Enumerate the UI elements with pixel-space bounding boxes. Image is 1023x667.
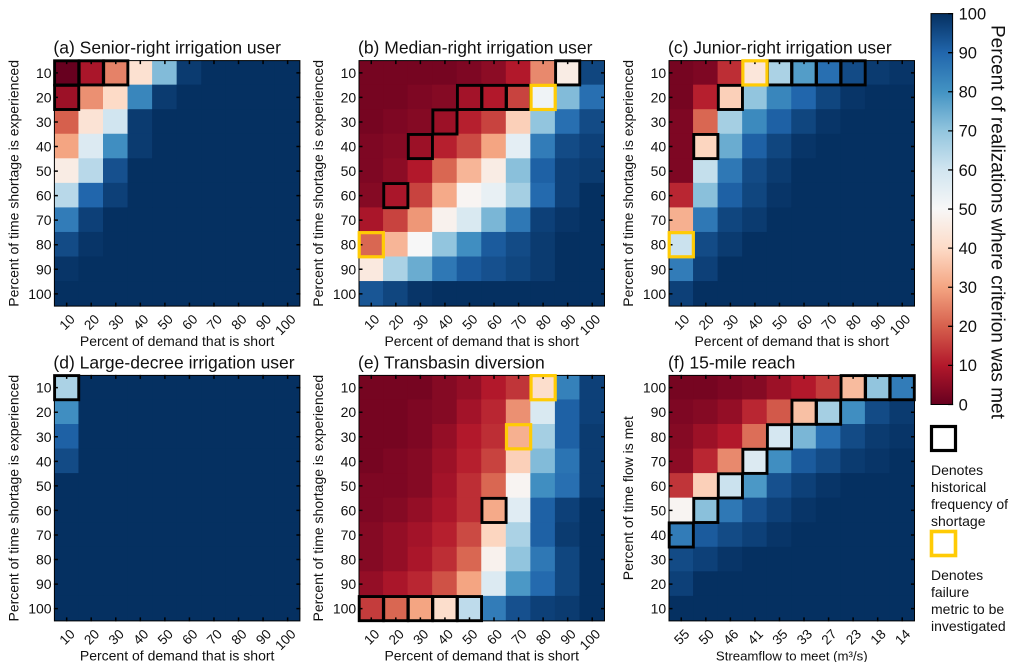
svg-text:Percent of time shortage is ex: Percent of time shortage is experienced <box>5 60 21 307</box>
svg-text:30: 30 <box>651 114 667 130</box>
svg-text:20: 20 <box>341 404 357 420</box>
svg-text:70: 70 <box>651 453 667 469</box>
svg-text:70: 70 <box>959 123 977 141</box>
svg-text:(b) Median-right irrigation us: (b) Median-right irrigation user <box>358 38 593 58</box>
svg-text:80: 80 <box>341 237 357 253</box>
svg-text:40: 40 <box>36 453 52 469</box>
svg-text:Percent of demand that is shor: Percent of demand that is short <box>384 333 579 349</box>
svg-text:50: 50 <box>36 163 52 179</box>
svg-text:(d) Large-decree irrigation us: (d) Large-decree irrigation user <box>53 352 294 372</box>
svg-text:Percent of demand that is shor: Percent of demand that is short <box>694 333 889 349</box>
svg-text:90: 90 <box>651 404 667 420</box>
svg-text:80: 80 <box>36 237 52 253</box>
svg-text:30: 30 <box>341 114 357 130</box>
svg-text:shortage: shortage <box>931 513 986 529</box>
svg-text:Percent of time flow is met: Percent of time flow is met <box>620 416 636 580</box>
svg-text:failure: failure <box>931 584 969 600</box>
svg-text:Percent of time shortage is ex: Percent of time shortage is experienced <box>620 60 636 307</box>
svg-text:(e) Transbasin diversion: (e) Transbasin diversion <box>358 352 545 372</box>
svg-text:0: 0 <box>959 396 968 414</box>
svg-text:70: 70 <box>341 527 357 543</box>
svg-text:Percent of time shortage is ex: Percent of time shortage is experienced <box>310 375 326 622</box>
svg-text:20: 20 <box>651 89 667 105</box>
svg-text:90: 90 <box>959 44 977 62</box>
svg-text:10: 10 <box>36 65 52 81</box>
svg-text:Denotes: Denotes <box>931 567 983 583</box>
svg-text:100: 100 <box>333 601 357 617</box>
svg-text:10: 10 <box>341 65 357 81</box>
svg-text:50: 50 <box>651 163 667 179</box>
svg-text:100: 100 <box>643 380 667 396</box>
svg-text:60: 60 <box>341 188 357 204</box>
svg-text:60: 60 <box>651 478 667 494</box>
svg-text:(a) Senior-right irrigation us: (a) Senior-right irrigation user <box>53 38 281 58</box>
svg-text:80: 80 <box>651 429 667 445</box>
svg-text:60: 60 <box>341 502 357 518</box>
svg-text:Percent of time shortage is ex: Percent of time shortage is experienced <box>310 60 326 307</box>
svg-text:80: 80 <box>341 552 357 568</box>
svg-text:70: 70 <box>36 527 52 543</box>
svg-text:90: 90 <box>651 261 667 277</box>
svg-text:60: 60 <box>651 188 667 204</box>
svg-text:100: 100 <box>28 286 52 302</box>
svg-text:60: 60 <box>36 502 52 518</box>
svg-text:70: 70 <box>36 212 52 228</box>
svg-text:20: 20 <box>36 89 52 105</box>
svg-text:40: 40 <box>651 139 667 155</box>
svg-text:50: 50 <box>651 502 667 518</box>
svg-text:50: 50 <box>959 201 977 219</box>
svg-text:metric to be: metric to be <box>931 601 1004 617</box>
svg-text:30: 30 <box>959 279 977 297</box>
svg-text:40: 40 <box>651 527 667 543</box>
svg-text:Percent of realizations where: Percent of realizations where criterion … <box>987 25 1008 420</box>
svg-text:50: 50 <box>341 478 357 494</box>
svg-text:10: 10 <box>959 357 977 375</box>
svg-text:50: 50 <box>36 478 52 494</box>
svg-text:20: 20 <box>36 404 52 420</box>
svg-text:90: 90 <box>341 576 357 592</box>
svg-text:90: 90 <box>36 261 52 277</box>
svg-text:30: 30 <box>651 552 667 568</box>
svg-text:90: 90 <box>36 576 52 592</box>
svg-text:Denotes: Denotes <box>931 462 983 478</box>
svg-text:(f) 15-mile reach: (f) 15-mile reach <box>668 352 795 372</box>
svg-text:80: 80 <box>36 552 52 568</box>
svg-text:70: 70 <box>651 212 667 228</box>
svg-text:40: 40 <box>341 139 357 155</box>
svg-text:10: 10 <box>341 380 357 396</box>
svg-text:Percent of time shortage is ex: Percent of time shortage is experienced <box>5 375 21 622</box>
svg-text:30: 30 <box>36 429 52 445</box>
svg-text:frequency of: frequency of <box>931 496 1008 512</box>
svg-text:30: 30 <box>341 429 357 445</box>
svg-text:20: 20 <box>959 318 977 336</box>
svg-text:20: 20 <box>651 576 667 592</box>
svg-text:80: 80 <box>959 84 977 102</box>
svg-text:10: 10 <box>651 65 667 81</box>
svg-text:40: 40 <box>341 453 357 469</box>
svg-text:Streamflow to meet (m³/s): Streamflow to meet (m³/s) <box>716 649 868 662</box>
svg-text:20: 20 <box>341 89 357 105</box>
svg-text:80: 80 <box>651 237 667 253</box>
svg-text:100: 100 <box>28 601 52 617</box>
svg-text:investigated: investigated <box>931 618 1006 634</box>
svg-text:Percent of demand that is shor: Percent of demand that is short <box>80 333 275 349</box>
svg-text:60: 60 <box>959 162 977 180</box>
svg-text:40: 40 <box>959 240 977 258</box>
svg-text:50: 50 <box>341 163 357 179</box>
svg-text:10: 10 <box>36 380 52 396</box>
svg-text:10: 10 <box>651 601 667 617</box>
svg-text:100: 100 <box>959 5 987 23</box>
svg-text:100: 100 <box>643 286 667 302</box>
svg-text:90: 90 <box>341 261 357 277</box>
svg-text:100: 100 <box>333 286 357 302</box>
svg-text:40: 40 <box>36 139 52 155</box>
svg-text:60: 60 <box>36 188 52 204</box>
svg-text:Percent of demand that is shor: Percent of demand that is short <box>80 648 275 662</box>
svg-text:(c) Junior-right irrigation us: (c) Junior-right irrigation user <box>668 38 892 58</box>
svg-text:historical: historical <box>931 479 986 495</box>
svg-text:30: 30 <box>36 114 52 130</box>
svg-text:70: 70 <box>341 212 357 228</box>
svg-text:Percent of demand that is shor: Percent of demand that is short <box>384 648 579 662</box>
